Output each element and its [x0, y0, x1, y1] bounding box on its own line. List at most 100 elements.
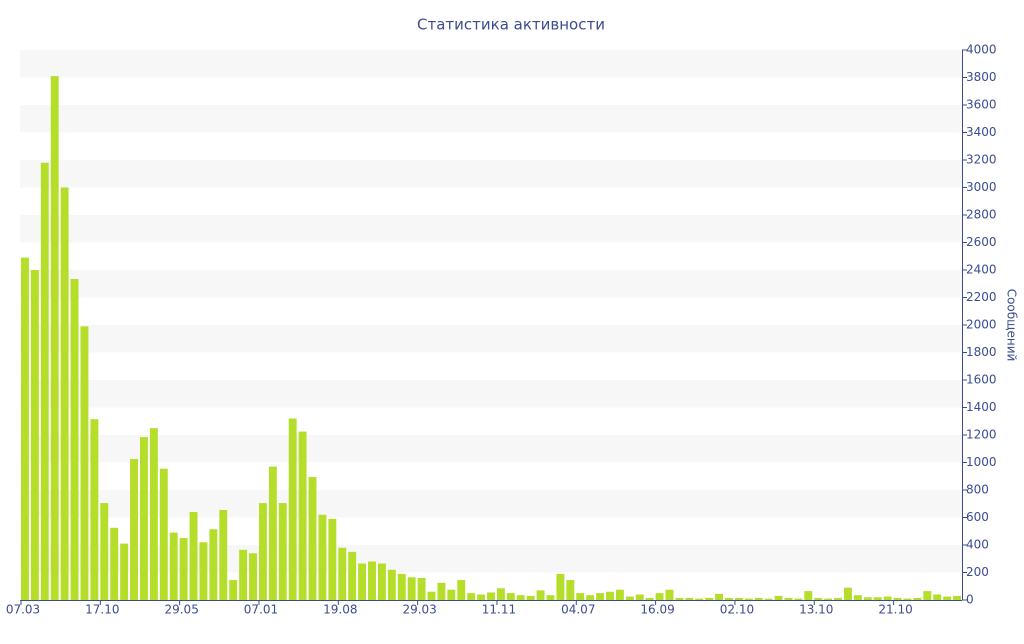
bar — [774, 595, 783, 600]
bar — [209, 529, 218, 600]
y-tick-label: 3400 — [966, 125, 997, 139]
bar — [496, 588, 505, 600]
x-tick-label: 07.03 — [6, 603, 40, 617]
bar — [506, 593, 515, 600]
bar — [645, 597, 654, 600]
y-tick-label: 600 — [966, 510, 989, 524]
y-tick-label: 1600 — [966, 373, 997, 387]
y-tick-label: 3600 — [966, 98, 997, 112]
y-tick-label: 3000 — [966, 180, 997, 194]
bar — [824, 598, 833, 600]
bar — [258, 503, 267, 600]
bar — [169, 532, 178, 600]
bar — [377, 563, 386, 600]
bar — [298, 431, 307, 600]
bar — [695, 598, 704, 600]
x-tick-label: 29.03 — [402, 603, 436, 617]
bar — [130, 459, 138, 600]
bar — [814, 597, 823, 600]
bar — [734, 597, 743, 600]
x-tick-label: 21.10 — [878, 603, 912, 617]
bar — [21, 257, 29, 600]
bar — [437, 582, 446, 600]
y-tick-label: 2800 — [966, 208, 997, 222]
bar — [794, 598, 803, 600]
bar — [427, 591, 436, 600]
bar — [844, 587, 852, 600]
x-tick-label: 04.07 — [561, 603, 595, 617]
y-tick-label: 1000 — [966, 455, 997, 469]
grid-band — [20, 490, 962, 518]
x-tick-label: 07.01 — [244, 603, 278, 617]
grid-band — [20, 380, 962, 408]
bar — [635, 594, 644, 600]
x-tick-label: 19.08 — [323, 603, 357, 617]
bar — [120, 543, 129, 600]
bar — [219, 509, 228, 600]
bar — [516, 595, 525, 600]
y-tick-label: 2600 — [966, 235, 997, 249]
x-tick-label: 13.10 — [799, 603, 833, 617]
bar — [953, 595, 961, 600]
bar — [189, 512, 198, 600]
grid-band — [20, 160, 962, 188]
bar — [754, 597, 763, 600]
bar — [328, 518, 337, 600]
bar — [60, 187, 69, 600]
bar — [407, 577, 416, 600]
bar — [834, 597, 843, 600]
y-tick-label: 4000 — [966, 43, 997, 57]
bar — [744, 598, 753, 600]
bar — [467, 593, 476, 600]
bar — [368, 561, 376, 600]
bar — [586, 595, 595, 600]
bar — [80, 326, 89, 600]
grid-band — [20, 50, 962, 78]
bar — [873, 597, 882, 600]
bar — [804, 591, 813, 600]
bar — [358, 563, 367, 600]
bar — [229, 580, 238, 600]
bar — [30, 270, 39, 600]
y-tick-label: 400 — [966, 538, 989, 552]
bar — [883, 596, 892, 600]
bar — [596, 593, 605, 600]
bar — [556, 573, 565, 600]
bar — [526, 595, 535, 600]
grid-band — [20, 105, 962, 133]
y-tick-label: 2000 — [966, 318, 997, 332]
bar — [615, 589, 624, 600]
bar — [487, 592, 495, 600]
y-tick-label: 3800 — [966, 70, 997, 84]
bar — [338, 547, 347, 600]
bar — [447, 589, 456, 600]
bar — [893, 597, 902, 600]
bar — [853, 595, 862, 600]
bar — [685, 597, 694, 600]
bar — [100, 503, 109, 600]
chart-title: Статистика активности — [417, 16, 605, 34]
bar — [913, 597, 922, 600]
bar — [199, 542, 208, 600]
y-tick-label: 2400 — [966, 263, 997, 277]
bar — [110, 527, 119, 600]
bar — [863, 597, 872, 600]
x-tick-label: 02.10 — [720, 603, 754, 617]
bar — [625, 596, 634, 600]
y-tick-label: 800 — [966, 483, 989, 497]
bar — [348, 551, 357, 600]
y-tick-label: 1800 — [966, 345, 997, 359]
bar — [933, 594, 942, 600]
y-tick-label: 3200 — [966, 153, 997, 167]
bar — [903, 598, 912, 600]
bar — [239, 549, 248, 600]
y-tick-label: 1400 — [966, 400, 997, 414]
grid-band — [20, 215, 962, 243]
grid-band — [20, 435, 962, 463]
bar — [268, 466, 277, 600]
bar — [387, 569, 396, 600]
y-tick-label: 2200 — [966, 290, 997, 304]
bar — [705, 597, 714, 600]
x-tick-label: 29.05 — [164, 603, 198, 617]
